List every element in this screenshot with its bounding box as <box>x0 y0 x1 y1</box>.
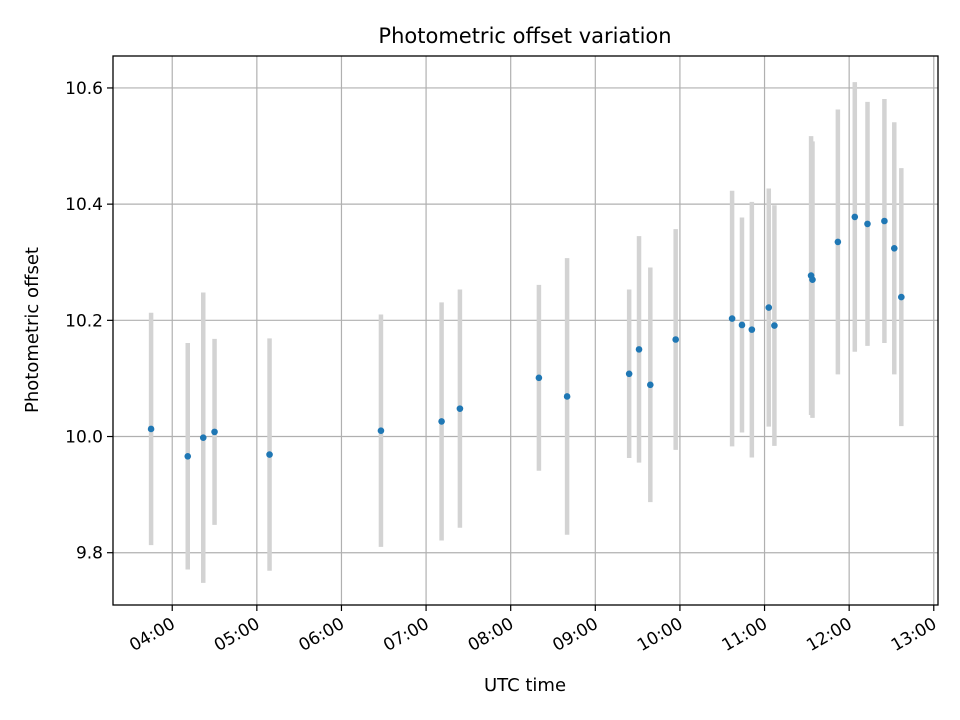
y-tick-label: 10.6 <box>65 79 103 99</box>
y-tick-label: 10.0 <box>65 428 103 448</box>
data-point <box>535 374 543 382</box>
data-point <box>147 425 155 433</box>
data-point <box>851 213 859 221</box>
data-point <box>809 276 816 283</box>
data-point <box>625 370 633 378</box>
plot-area: 04:00 05:00 06:00 07:00 08:00 09:00 10:00 11:00… <box>65 55 940 656</box>
data-point <box>738 321 746 329</box>
data-point <box>672 336 679 343</box>
chart-title: Photometric offset variation <box>378 24 671 48</box>
x-axis-label: UTC time <box>484 675 566 696</box>
data-point <box>438 418 445 425</box>
data-point <box>266 451 273 458</box>
data-point <box>748 326 756 333</box>
y-tick-label: 10.4 <box>65 195 103 215</box>
data-point <box>771 322 778 329</box>
data-point <box>377 427 385 435</box>
grid <box>113 56 938 605</box>
plot-background <box>113 56 938 605</box>
data-point <box>765 304 773 311</box>
data-point <box>834 238 842 246</box>
data-point <box>563 393 571 400</box>
plot-frame <box>112 55 939 606</box>
data-point <box>635 346 643 353</box>
y-tick-label: 10.2 <box>65 311 103 331</box>
data-point <box>199 434 207 441</box>
y-axis-ticks: 9.8 10.0 10.2 10.4 10.6 <box>65 79 113 564</box>
data-point <box>211 428 218 436</box>
y-tick-label: 9.8 <box>76 544 103 564</box>
data-point <box>864 220 871 228</box>
data-point <box>728 315 736 322</box>
data-point <box>890 244 898 252</box>
data-points <box>147 213 905 460</box>
data-point <box>456 405 464 412</box>
data-point <box>898 293 905 301</box>
y-axis-label: Photometric offset <box>22 247 43 413</box>
data-point <box>647 381 654 389</box>
data-point <box>184 452 192 460</box>
data-point <box>881 217 888 225</box>
